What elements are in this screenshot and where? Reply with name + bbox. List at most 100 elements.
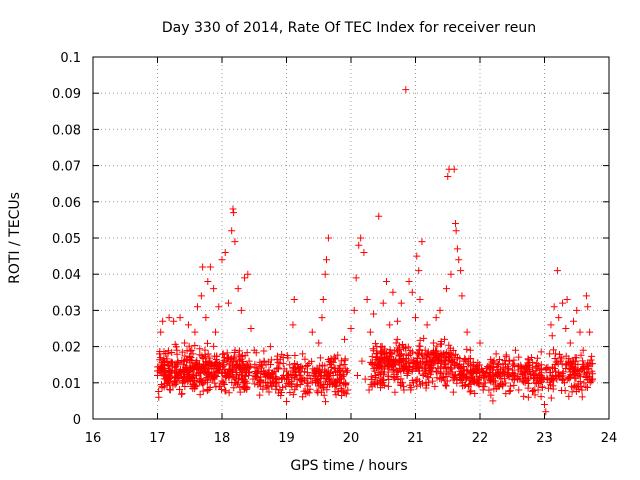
data-point-dense	[201, 346, 209, 354]
data-point-dense	[496, 355, 504, 363]
data-point-dense	[188, 373, 196, 381]
data-point	[560, 375, 568, 383]
data-point-dense	[168, 349, 176, 357]
data-point	[247, 325, 255, 332]
data-point	[387, 361, 395, 369]
data-point	[341, 335, 349, 343]
data-point-dense	[526, 367, 533, 375]
data-point	[295, 368, 303, 376]
data-point-dense	[236, 356, 244, 364]
data-point-dense	[393, 348, 401, 356]
data-point	[266, 343, 274, 351]
data-point	[200, 379, 208, 387]
data-point-dense	[185, 342, 193, 350]
data-point-dense	[322, 398, 330, 406]
x-tick-label: 24	[601, 431, 618, 446]
data-point	[415, 267, 423, 275]
data-point	[447, 270, 455, 278]
data-point-dense	[155, 387, 163, 395]
data-point-dense	[453, 379, 461, 387]
data-point	[241, 274, 249, 282]
data-point	[541, 401, 548, 409]
data-point-dense	[317, 380, 325, 388]
data-point	[386, 321, 394, 329]
data-point	[299, 350, 307, 358]
data-point	[276, 386, 284, 394]
data-point	[548, 332, 556, 340]
data-point-dense	[449, 347, 457, 355]
data-point-dense	[235, 347, 243, 355]
data-point	[439, 350, 447, 358]
data-point-dense	[281, 375, 289, 383]
data-point-dense	[568, 388, 576, 396]
data-point-dense	[536, 379, 544, 387]
data-point	[463, 328, 471, 336]
data-point-dense	[474, 366, 482, 374]
data-point	[470, 361, 478, 369]
data-point-dense	[289, 365, 297, 373]
data-point	[370, 310, 378, 318]
data-point	[223, 372, 231, 380]
data-point	[544, 375, 552, 383]
data-point-dense	[407, 356, 415, 364]
data-point-dense	[196, 391, 204, 399]
data-point-dense	[181, 383, 189, 391]
data-point-dense	[230, 354, 238, 362]
data-point	[378, 353, 386, 361]
data-point-dense	[320, 391, 328, 399]
data-point-dense	[437, 369, 445, 377]
data-point-dense	[549, 364, 557, 372]
data-point-dense	[531, 391, 539, 399]
data-point	[337, 375, 345, 383]
x-axis-label: GPS time / hours	[290, 458, 407, 474]
data-point	[528, 353, 536, 361]
data-point-dense	[510, 370, 518, 378]
data-point	[515, 386, 523, 394]
data-point-dense	[367, 380, 375, 388]
data-point-dense	[589, 370, 597, 378]
data-point-dense	[189, 377, 197, 385]
data-point-dense	[302, 362, 310, 370]
data-point-dense	[336, 379, 344, 387]
data-point-dense	[227, 371, 235, 379]
data-point-dense	[435, 352, 443, 360]
data-point-dense	[558, 360, 566, 368]
data-point-dense	[237, 371, 245, 379]
data-point	[195, 361, 203, 369]
data-point-dense	[204, 350, 212, 358]
data-point	[289, 321, 297, 329]
data-point	[489, 397, 497, 405]
data-point-dense	[522, 364, 530, 372]
data-point	[159, 317, 167, 325]
data-point	[582, 292, 590, 300]
data-point-dense	[298, 364, 306, 372]
data-point-dense	[213, 358, 221, 366]
data-point-dense	[204, 378, 212, 386]
data-point-dense	[534, 362, 542, 370]
data-point-dense	[283, 397, 291, 405]
data-point	[197, 292, 205, 300]
data-point-dense	[429, 377, 437, 385]
data-point	[189, 350, 197, 358]
data-point-dense	[564, 358, 572, 366]
data-point-dense	[489, 360, 497, 368]
data-point-dense	[343, 367, 351, 375]
data-point	[232, 375, 240, 383]
data-point-dense	[178, 348, 186, 356]
data-point-dense	[178, 357, 186, 365]
data-point-dense	[438, 357, 446, 365]
data-point-dense	[390, 365, 398, 373]
data-point-dense	[487, 376, 495, 384]
data-point	[213, 368, 221, 376]
data-point-dense	[230, 384, 238, 392]
data-point-dense	[454, 354, 462, 362]
data-point-dense	[547, 394, 555, 402]
data-point	[521, 379, 529, 387]
data-point-dense	[552, 358, 560, 366]
data-point-dense	[489, 366, 497, 374]
y-tick-label: 0.08	[52, 123, 81, 138]
data-point	[184, 321, 192, 329]
data-point	[154, 372, 161, 380]
data-point-dense	[157, 354, 165, 362]
data-point-dense	[370, 380, 378, 388]
